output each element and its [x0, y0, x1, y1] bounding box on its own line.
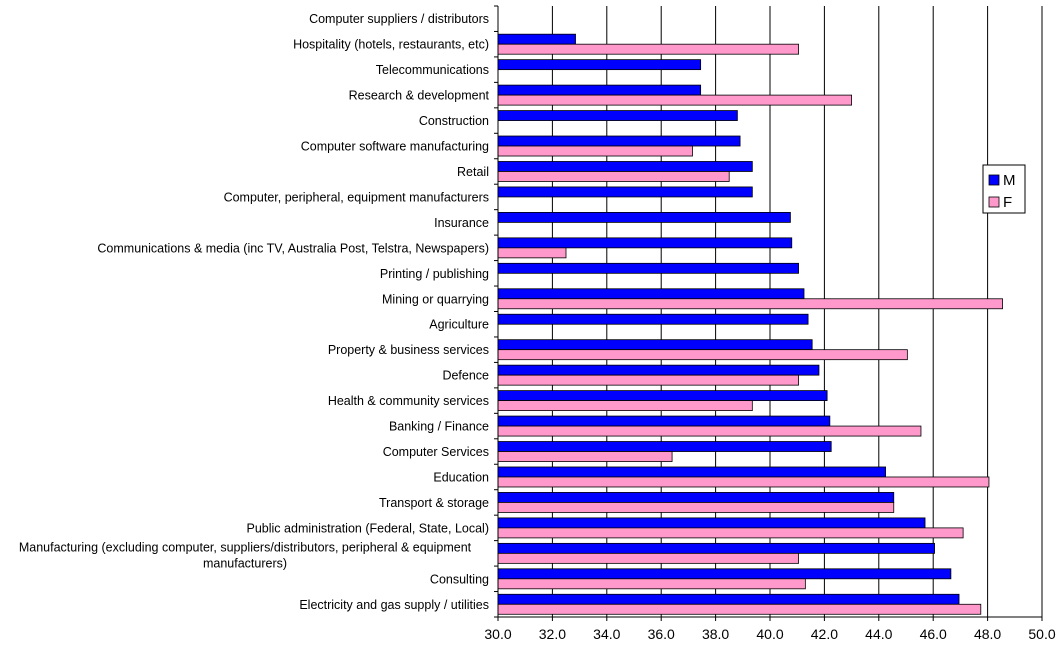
x-tick-label: 38.0	[702, 626, 729, 642]
bar-f	[497, 171, 730, 182]
category-label: Banking / Finance	[389, 420, 489, 434]
bars	[497, 33, 1003, 615]
category-label: Telecommunications	[376, 63, 489, 77]
category-label: Insurance	[434, 216, 489, 230]
bar-m	[497, 492, 895, 503]
bar-m	[497, 466, 887, 478]
bar-m	[497, 262, 799, 274]
bar-f	[497, 145, 693, 157]
bar-f	[497, 451, 673, 462]
category-label: Property & business services	[328, 343, 489, 357]
x-tick-label: 36.0	[648, 626, 675, 642]
category-label: Printing / publishing	[380, 267, 489, 281]
category-label: Consulting	[430, 572, 489, 586]
bar-f	[497, 425, 922, 437]
bar-m	[497, 161, 753, 172]
legend-box	[982, 164, 1026, 214]
bar-m	[497, 568, 952, 580]
bar-m	[497, 135, 741, 147]
x-tick-label: 34.0	[593, 626, 620, 642]
legend-swatch-m	[988, 174, 1000, 186]
bar-f	[497, 603, 982, 615]
category-label: Communications & media (inc TV, Australi…	[97, 241, 489, 255]
bar-m	[497, 211, 791, 223]
bar-m	[497, 517, 926, 529]
bar-m	[497, 186, 753, 198]
bar-f	[497, 349, 908, 361]
category-label: Retail	[457, 165, 489, 179]
category-label: Education	[433, 470, 489, 484]
bar-f	[497, 400, 753, 412]
bar-f	[497, 94, 853, 106]
category-label: Public administration (Federal, State, L…	[247, 521, 489, 535]
category-label: Computer, peripheral, equipment manufact…	[224, 190, 489, 204]
category-label: Computer software manufacturing	[301, 140, 489, 154]
bar-m	[497, 288, 805, 300]
bar-f	[497, 298, 1003, 310]
x-tick-label: 40.0	[756, 626, 783, 642]
category-label: Health & community services	[328, 394, 489, 408]
category-labels: Computer suppliers / distributors Hospita…	[19, 12, 490, 612]
category-label: Computer Services	[383, 445, 489, 459]
category-label: Defence	[442, 369, 489, 383]
axes	[494, 5, 1043, 621]
category-label: Computer suppliers / distributors	[309, 12, 489, 26]
bar-f	[497, 502, 895, 513]
bar-f	[497, 578, 806, 590]
bar-f	[497, 374, 799, 386]
bar-f	[497, 247, 567, 259]
bar-m	[497, 237, 793, 249]
bar-m	[497, 84, 702, 96]
bar-m	[497, 441, 832, 452]
x-tick-label: 46.0	[920, 626, 947, 642]
x-tick-label: 44.0	[865, 626, 892, 642]
bar-f	[497, 43, 799, 55]
bar-m	[497, 339, 813, 351]
legend-swatch-f	[988, 196, 1000, 208]
x-tick-label: 32.0	[539, 626, 566, 642]
legend-label-f: F	[1003, 194, 1012, 211]
category-label: Electricity and gas supply / utilities	[299, 598, 489, 612]
bar-f	[497, 527, 964, 539]
legend: MF	[982, 164, 1026, 214]
category-label: Transport & storage	[379, 496, 489, 510]
bar-m	[497, 59, 702, 71]
category-label: Hospitality (hotels, restaurants, etc)	[293, 38, 489, 52]
x-tick-label: 50.0	[1028, 626, 1055, 642]
bar-m	[497, 542, 935, 554]
bar-m	[497, 390, 828, 402]
bar-f	[497, 476, 990, 488]
bar-m	[497, 313, 809, 325]
category-label: Manufacturing (excluding computer, suppl…	[19, 540, 472, 570]
bar-f	[497, 552, 799, 564]
x-tick-labels: 30.0 32.0 34.0 36.0 38.0 40.0 42.0 44.0 46.0 48.0…	[484, 626, 1055, 642]
category-label: Agriculture	[429, 318, 489, 332]
x-tick-label: 48.0	[974, 626, 1001, 642]
category-label: Mining or quarrying	[382, 292, 489, 306]
gridlines	[551, 6, 1043, 617]
bar-m	[497, 364, 820, 376]
legend-label-m: M	[1003, 172, 1016, 189]
bar-m	[497, 593, 960, 605]
category-label: Construction	[419, 114, 489, 128]
category-label: Research & development	[349, 89, 490, 103]
bar-m	[497, 110, 738, 121]
x-tick-label: 42.0	[811, 626, 838, 642]
bar-m	[497, 415, 831, 427]
bar-m	[497, 33, 576, 45]
x-tick-label: 30.0	[484, 626, 511, 642]
